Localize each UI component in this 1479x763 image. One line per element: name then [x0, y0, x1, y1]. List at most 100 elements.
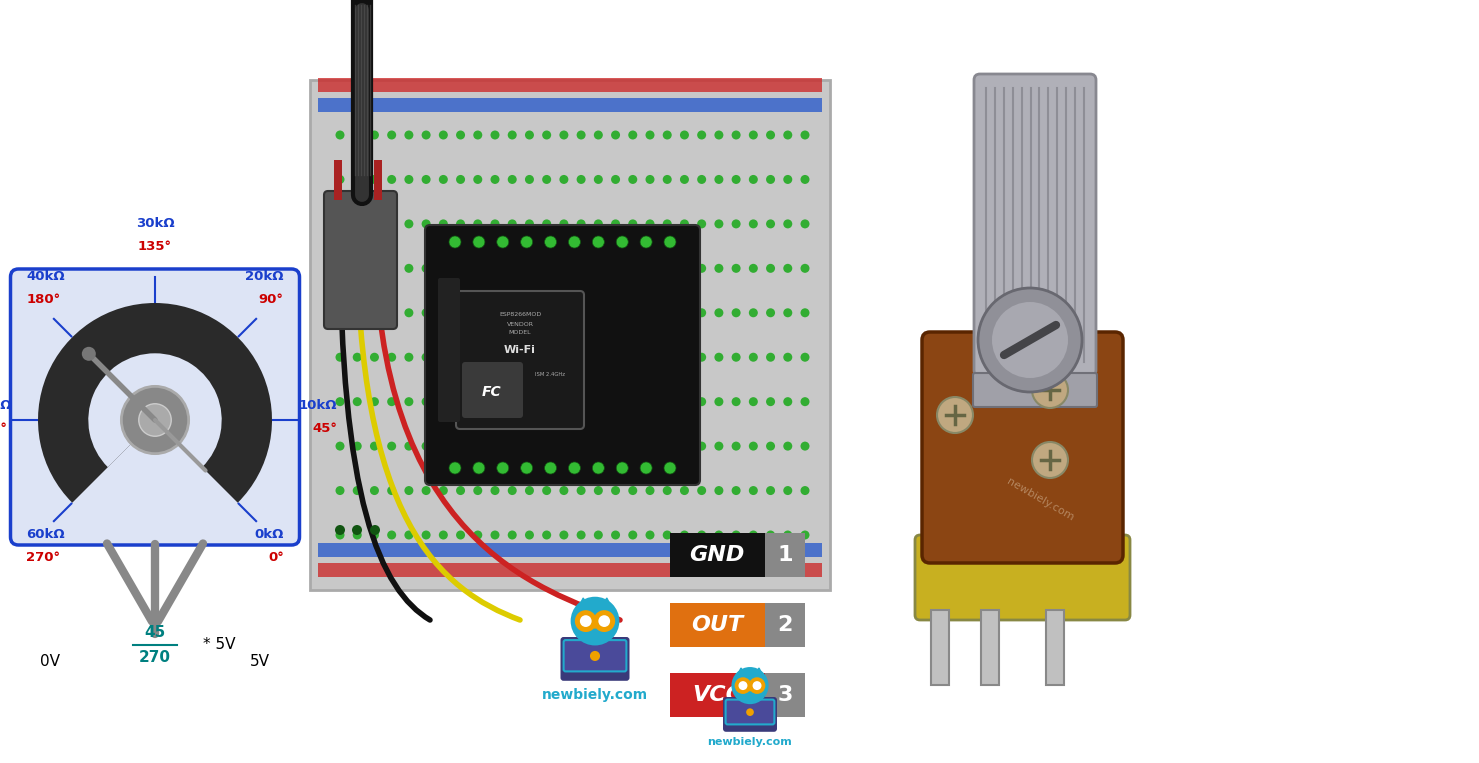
- Circle shape: [439, 264, 448, 273]
- Circle shape: [663, 353, 671, 362]
- Circle shape: [732, 308, 741, 317]
- Circle shape: [595, 530, 603, 539]
- Circle shape: [543, 308, 552, 317]
- Circle shape: [732, 486, 741, 495]
- Circle shape: [473, 462, 485, 474]
- Circle shape: [629, 220, 637, 228]
- Text: newbiely.com: newbiely.com: [541, 688, 648, 702]
- Circle shape: [473, 264, 482, 273]
- Circle shape: [491, 530, 500, 539]
- FancyBboxPatch shape: [461, 362, 524, 418]
- Circle shape: [575, 610, 596, 632]
- Circle shape: [664, 462, 676, 474]
- Circle shape: [439, 530, 448, 539]
- Circle shape: [491, 486, 500, 495]
- Circle shape: [766, 308, 775, 317]
- Circle shape: [422, 486, 430, 495]
- Circle shape: [766, 353, 775, 362]
- Circle shape: [595, 175, 603, 184]
- Circle shape: [577, 308, 586, 317]
- Circle shape: [507, 220, 516, 228]
- Circle shape: [748, 442, 757, 451]
- FancyBboxPatch shape: [723, 697, 776, 732]
- Circle shape: [748, 353, 757, 362]
- Circle shape: [336, 442, 345, 451]
- Bar: [981, 610, 998, 685]
- Circle shape: [336, 220, 345, 228]
- Circle shape: [680, 308, 689, 317]
- Circle shape: [663, 264, 671, 273]
- Circle shape: [680, 530, 689, 539]
- Circle shape: [577, 442, 586, 451]
- Circle shape: [732, 442, 741, 451]
- Circle shape: [645, 308, 655, 317]
- Text: 90°: 90°: [259, 293, 284, 306]
- Circle shape: [697, 353, 705, 362]
- Circle shape: [664, 236, 676, 248]
- Circle shape: [645, 264, 655, 273]
- Circle shape: [732, 667, 769, 704]
- Circle shape: [507, 308, 516, 317]
- Circle shape: [370, 130, 379, 140]
- Text: newbiely.com: newbiely.com: [707, 737, 793, 747]
- Circle shape: [370, 486, 379, 495]
- Circle shape: [456, 353, 464, 362]
- Text: * 5V: * 5V: [203, 637, 235, 652]
- Circle shape: [593, 624, 598, 629]
- Text: 225°: 225°: [0, 422, 7, 435]
- FancyBboxPatch shape: [921, 332, 1123, 563]
- Circle shape: [663, 486, 671, 495]
- Circle shape: [766, 175, 775, 184]
- Text: VCC: VCC: [692, 685, 742, 705]
- Circle shape: [577, 530, 586, 539]
- Text: 45°: 45°: [312, 422, 337, 435]
- Circle shape: [473, 442, 482, 451]
- Circle shape: [559, 220, 568, 228]
- Circle shape: [139, 404, 172, 436]
- Circle shape: [663, 175, 671, 184]
- Circle shape: [404, 442, 414, 451]
- Circle shape: [473, 236, 485, 248]
- Circle shape: [748, 688, 751, 691]
- Circle shape: [978, 288, 1083, 392]
- Circle shape: [663, 308, 671, 317]
- Circle shape: [543, 486, 552, 495]
- Text: 3: 3: [778, 685, 793, 705]
- Circle shape: [784, 530, 793, 539]
- Circle shape: [456, 175, 464, 184]
- Circle shape: [645, 353, 655, 362]
- Circle shape: [800, 175, 809, 184]
- Text: 60kΩ: 60kΩ: [27, 528, 65, 541]
- Circle shape: [629, 398, 637, 406]
- Circle shape: [370, 530, 379, 539]
- FancyBboxPatch shape: [670, 533, 765, 577]
- Circle shape: [611, 398, 620, 406]
- Circle shape: [352, 353, 362, 362]
- Text: 10kΩ: 10kΩ: [299, 399, 337, 412]
- Polygon shape: [578, 598, 589, 609]
- Circle shape: [352, 530, 362, 539]
- Circle shape: [352, 525, 362, 535]
- Circle shape: [800, 486, 809, 495]
- Circle shape: [577, 175, 586, 184]
- Circle shape: [422, 442, 430, 451]
- Circle shape: [629, 264, 637, 273]
- Circle shape: [714, 220, 723, 228]
- Circle shape: [336, 530, 345, 539]
- Circle shape: [507, 353, 516, 362]
- Circle shape: [629, 308, 637, 317]
- Circle shape: [595, 442, 603, 451]
- Circle shape: [697, 442, 705, 451]
- Circle shape: [697, 308, 705, 317]
- Circle shape: [680, 220, 689, 228]
- Circle shape: [525, 130, 534, 140]
- Circle shape: [491, 398, 500, 406]
- Circle shape: [680, 175, 689, 184]
- Circle shape: [404, 220, 414, 228]
- Circle shape: [450, 236, 461, 248]
- Bar: [318, 78, 822, 92]
- Circle shape: [543, 130, 552, 140]
- Circle shape: [473, 530, 482, 539]
- Circle shape: [747, 708, 754, 716]
- Text: 30kΩ: 30kΩ: [136, 217, 175, 230]
